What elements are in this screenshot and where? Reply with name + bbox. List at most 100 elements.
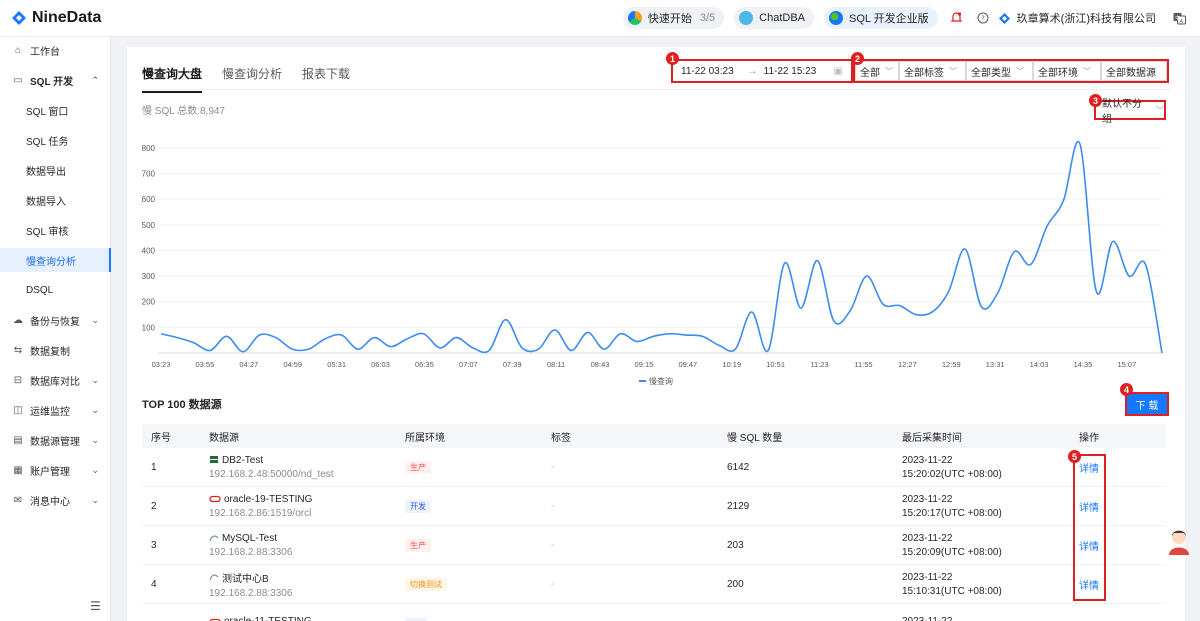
date-end[interactable]: 11-22 15:23 [763, 65, 817, 77]
marker-badge-4: 4 [1120, 383, 1133, 396]
chevron-down-icon: ﹀ [949, 66, 957, 76]
sidebar-item-label: 数据导出 [26, 166, 66, 178]
header-slow-count[interactable]: 慢 SQL 数量 [727, 432, 783, 444]
date-start[interactable]: 11-22 03:23 [681, 65, 734, 77]
tab-slow-query-dashboard[interactable]: 慢查询大盘 [142, 65, 203, 93]
sidebar-item-sql-review[interactable]: SQL 审核 [0, 218, 111, 242]
svg-text:?: ? [981, 15, 985, 23]
sidebar-item-replication[interactable]: ⇆ 数据复制 [0, 338, 111, 362]
tab-bar: 慢查询大盘 慢查询分析 报表下载 [142, 65, 370, 93]
x-tick-label: 14:35 [1074, 360, 1093, 369]
scope-select[interactable]: 全部 ﹀ [855, 61, 899, 81]
row-datasource[interactable]: MySQL-Test 192.168.2.88:3306 [200, 533, 396, 558]
row-datasource[interactable]: DB2-Test 192.168.2.48:50000/nd_test [200, 455, 396, 480]
datasource-icon: ▤ [13, 434, 23, 446]
tab-slow-query-analysis[interactable]: 慢查询分析 [222, 67, 283, 81]
table-row: 3 MySQL-Test 192.168.2.88:3306 生产 - 203 2023-1… [142, 526, 1166, 565]
sidebar-item-dsql[interactable]: DSQL [0, 278, 111, 302]
row-index: 4 [151, 578, 157, 590]
type-select[interactable]: 全部类型 ﹀ [966, 61, 1033, 81]
sidebar-item-sql-task[interactable]: SQL 任务 [0, 128, 111, 152]
detail-link[interactable]: 详情 [1079, 502, 1099, 514]
x-tick-label: 09:15 [635, 360, 654, 369]
row-env [396, 617, 542, 621]
sidebar-item-backup[interactable]: ☁ 备份与恢复 ⌄ [0, 308, 111, 332]
chatdba-button[interactable]: ChatDBA [734, 7, 814, 29]
detail-link[interactable]: 详情 [1079, 463, 1099, 475]
quick-start-button[interactable]: 快速开始 3/5 [622, 7, 725, 29]
sidebar-item-data-import[interactable]: 数据导入 [0, 188, 111, 212]
env-select-value: 全部环境 [1038, 67, 1078, 79]
edition-button[interactable]: SQL 开发企业版 [824, 7, 938, 29]
chevron-up-icon: ⌃ [91, 74, 99, 85]
sidebar-item-label: 消息中心 [30, 496, 70, 508]
datasource-name: oracle-19-TESTING [224, 493, 313, 505]
collected-time: 15:20:02(UTC +08:00) [902, 468, 1002, 480]
row-datasource[interactable]: oracle-11-TESTING [200, 616, 396, 621]
row-action: 详情 [1070, 577, 1166, 592]
edition-label: SQL 开发企业版 [849, 13, 929, 25]
sidebar-item-sql-dev[interactable]: ▭ SQL 开发 ⌃ [0, 68, 111, 92]
detail-link[interactable]: 详情 [1079, 541, 1099, 553]
sidebar-item-data-export[interactable]: 数据导出 [0, 158, 111, 182]
row-datasource[interactable]: 测试中心B 192.168.2.88:3306 [200, 570, 396, 599]
sidebar-item-sql-window[interactable]: SQL 窗口 [0, 98, 111, 122]
legend-label: 慢查询 [649, 376, 673, 386]
sidebar-item-db-compare[interactable]: ⊟ 数据库对比 ⌄ [0, 368, 111, 392]
assistant-avatar-icon[interactable] [1166, 525, 1192, 555]
row-last-collected: 2023-11-22 15:10:31(UTC +08:00) [893, 572, 1070, 597]
sidebar-item-label: 工作台 [30, 46, 60, 58]
datasource-select[interactable]: 全部数据源 [1101, 61, 1167, 81]
tab-report-download[interactable]: 报表下载 [302, 67, 351, 81]
app-logo[interactable]: NineData [10, 9, 101, 27]
datasource-host: 192.168.2.88:3306 [209, 546, 293, 558]
x-tick-label: 03:23 [152, 360, 171, 369]
row-env: 切换测试 [396, 577, 542, 591]
help-icon[interactable]: ? [976, 11, 990, 25]
x-tick-label: 06:35 [415, 360, 434, 369]
sidebar-item-monitor[interactable]: ◫ 运维监控 ⌄ [0, 398, 111, 422]
download-button[interactable]: 下 载 [1125, 392, 1169, 416]
row-slow-count: 6142 [727, 461, 750, 473]
env-tag: 生产 [405, 460, 431, 474]
date-range-picker[interactable]: 11-22 03:23 → 11-22 15:23 ▣ [671, 59, 853, 83]
x-tick-label: 11:23 [810, 360, 828, 369]
row-action: 详情 [1070, 499, 1166, 514]
sidebar-item-label: 数据导入 [26, 196, 66, 208]
sidebar-item-datasource[interactable]: ▤ 数据源管理 ⌄ [0, 428, 111, 452]
row-datasource[interactable]: oracle-19-TESTING 192.168.2.86:1519/orcl [200, 494, 396, 519]
env-tag [405, 617, 427, 621]
y-tick-label: 700 [142, 169, 156, 178]
collected-date: 2023-11-22 [902, 616, 1070, 621]
row-slow-count: 203 [727, 539, 744, 551]
x-tick-label: 07:39 [503, 360, 522, 369]
x-tick-label: 04:27 [239, 360, 258, 369]
backup-icon: ☁ [13, 314, 23, 326]
env-select[interactable]: 全部环境 ﹀ [1033, 61, 1101, 81]
sidebar-item-messages[interactable]: ✉ 消息中心 ⌄ [0, 488, 111, 512]
sidebar-item-label: 运维监控 [30, 406, 70, 418]
detail-link[interactable]: 详情 [1079, 580, 1099, 592]
sidebar-item-label: 账户管理 [30, 466, 70, 478]
datasource-name: 测试中心B [222, 573, 269, 585]
notification-icon[interactable] [950, 11, 964, 25]
x-tick-label: 10:51 [766, 360, 785, 369]
sidebar-item-account[interactable]: ▦ 账户管理 ⌄ [0, 458, 111, 482]
x-tick-label: 12:27 [898, 360, 917, 369]
company-switcher[interactable]: 玖章算术(浙江)科技有限公司 [998, 10, 1156, 26]
datasource-select-value: 全部数据源 [1106, 67, 1156, 79]
collected-time: 15:20:17(UTC +08:00) [902, 507, 1002, 519]
slow-sql-total: 慢 SQL 总数:8,947 [142, 106, 225, 117]
sidebar-item-slow-query[interactable]: 慢查询分析 [0, 248, 111, 272]
sidebar-item-label: DSQL [26, 284, 54, 296]
tabs-divider [142, 89, 1170, 90]
group-select[interactable]: 默认不分组 ﹀ [1094, 99, 1166, 125]
sql-icon: ▭ [13, 74, 23, 86]
datasource-host: 192.168.2.48:50000/nd_test [209, 468, 334, 480]
collapse-menu-icon[interactable]: ☰ [90, 599, 101, 613]
tag-select[interactable]: 全部标签 ﹀ [899, 61, 966, 81]
oracle-icon [209, 495, 221, 503]
quick-start-progress: 3/5 [699, 12, 716, 24]
sidebar-item-workbench[interactable]: ⌂ 工作台 [0, 38, 111, 62]
